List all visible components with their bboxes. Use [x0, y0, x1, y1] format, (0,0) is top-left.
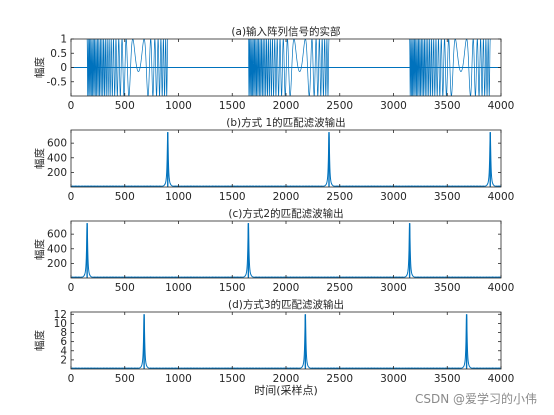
subplot-title: (a)输入阵列信号的实部: [231, 25, 340, 38]
signal-burst-3: [409, 39, 491, 96]
plot-area: [71, 132, 501, 187]
x-tick-label: 1000: [165, 373, 192, 385]
x-tick-label: 1000: [165, 191, 192, 203]
x-tick-label: 500: [115, 191, 135, 203]
subplot-title: (b)方式 1的匹配滤波输出: [226, 116, 345, 129]
x-tick-label: 3000: [380, 100, 407, 112]
axes-box: [70, 220, 502, 279]
y-tick-label: 400: [47, 243, 67, 255]
y-tick-label: 400: [47, 152, 67, 164]
x-tick-label: 2500: [326, 282, 353, 294]
y-tick-label: 600: [47, 138, 67, 150]
x-tick-label: 1500: [219, 282, 246, 294]
y-tick-label: 10: [54, 318, 67, 330]
x-tick-label: 3500: [434, 100, 461, 112]
subplot-1: 0 500 1000 1500 2000 2500 3000 3500 4000-0.500.5…: [33, 25, 514, 112]
x-tick-label: 2000: [273, 373, 300, 385]
x-tick-label: 4000: [488, 282, 515, 294]
y-tick-label: 8: [60, 327, 67, 339]
x-tick-label: 3000: [380, 191, 407, 203]
x-tick-label: 1500: [219, 100, 246, 112]
x-tick-label: 3500: [434, 373, 461, 385]
x-tick-label: 0: [68, 373, 75, 385]
y-tick-label: -0.5: [47, 76, 68, 88]
x-tick-label: 0: [68, 282, 75, 294]
subplot-4: 0 500 1000 1500 2000 2500 3000 3500 4000 24681012…: [33, 298, 514, 385]
axes-box: [70, 129, 502, 188]
figure-xlabel: 时间(采样点): [254, 383, 318, 397]
signal-burst-2: [248, 39, 330, 96]
y-tick-label: 0: [60, 62, 67, 74]
y-tick-label: 0.5: [50, 48, 67, 60]
series-line: [71, 132, 501, 187]
y-tick-label: 200: [47, 167, 67, 179]
x-tick-label: 500: [115, 282, 135, 294]
series-line: [71, 223, 501, 278]
y-axis-label: 幅度: [33, 57, 46, 78]
x-tick-label: 3000: [380, 373, 407, 385]
x-tick-label: 1500: [219, 373, 246, 385]
x-tick-label: 3500: [434, 282, 461, 294]
x-tick-label: 3000: [380, 282, 407, 294]
x-tick-label: 2500: [326, 100, 353, 112]
subplot-3: 0 500 1000 1500 2000 2500 3000 3500 4000 200 400 60…: [33, 207, 514, 294]
axes-box: [70, 311, 502, 370]
x-tick-label: 2500: [326, 191, 353, 203]
x-tick-label: 2000: [273, 282, 300, 294]
plot-area: [71, 39, 501, 96]
x-tick-label: 1000: [165, 100, 192, 112]
y-tick-label: 1: [60, 34, 67, 46]
y-tick-label: 200: [47, 258, 67, 270]
y-tick-label: 12: [54, 309, 67, 321]
series-line: [71, 314, 501, 369]
subplot-title: (c)方式2的匹配滤波输出: [228, 207, 343, 220]
x-tick-label: 4000: [488, 100, 515, 112]
y-axis-label: 幅度: [33, 239, 46, 260]
y-tick-label: 2: [60, 354, 67, 366]
x-tick-label: 2000: [273, 191, 300, 203]
y-axis-label: 幅度: [33, 148, 46, 169]
x-tick-label: 1500: [219, 191, 246, 203]
x-tick-label: 4000: [488, 373, 515, 385]
x-tick-label: 0: [68, 100, 75, 112]
x-tick-label: 500: [115, 100, 135, 112]
signal-burst-1: [86, 39, 169, 96]
x-tick-label: 2000: [273, 100, 300, 112]
x-tick-label: 2500: [326, 373, 353, 385]
y-axis-label: 幅度: [33, 330, 46, 351]
subplots: 0 500 1000 1500 2000 2500 3000 3500 4000-0.500.5…: [33, 25, 514, 385]
y-tick-label: 600: [47, 229, 67, 241]
watermark: CSDN @爱学习的小伟: [414, 392, 537, 406]
y-tick-label: 4: [60, 345, 67, 357]
x-tick-label: 4000: [488, 191, 515, 203]
x-tick-label: 3500: [434, 191, 461, 203]
x-tick-label: 500: [115, 373, 135, 385]
x-tick-label: 1000: [165, 282, 192, 294]
y-tick-label: 6: [60, 336, 67, 348]
plot-area: [71, 223, 501, 278]
subplot-2: 0 500 1000 1500 2000 2500 3000 3500 4000 200 400 60…: [33, 116, 514, 203]
plot-area: [71, 314, 501, 369]
x-tick-label: 0: [68, 191, 75, 203]
subplot-title: (d)方式3的匹配滤波输出: [228, 298, 344, 311]
